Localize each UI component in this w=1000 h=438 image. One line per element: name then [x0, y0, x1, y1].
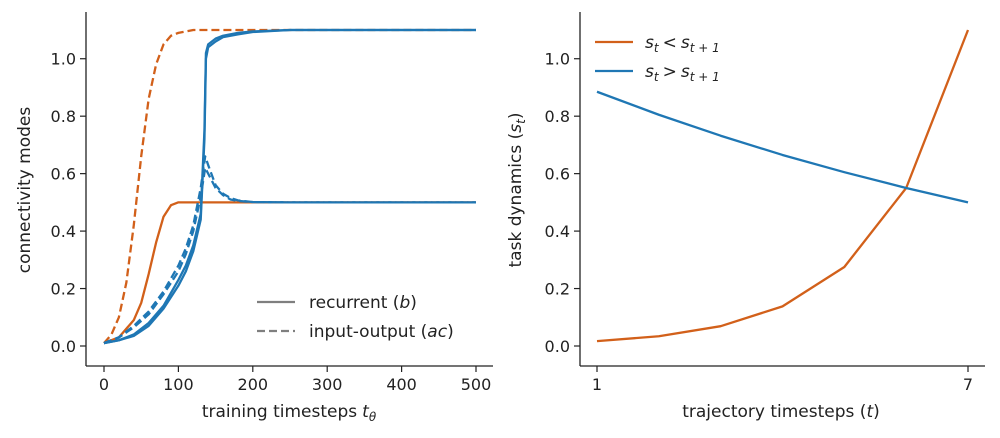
series-line-2 [103, 155, 476, 345]
y-tick-label: 0.8 [51, 107, 76, 126]
y-tick-label: 1.0 [51, 50, 76, 69]
x-tick-label: 100 [163, 375, 194, 394]
y-ticks: 0.0 0.2 0.4 0.6 0.8 1.0 [51, 50, 86, 356]
legend-label-recurrent: recurrent (b) [309, 293, 417, 313]
x-axis-label: training timesteps tθ [202, 402, 377, 424]
x-ticks: 0 100 200 300 400 500 [99, 366, 491, 394]
legend: st < st + 1 st > st + 1 [595, 33, 720, 84]
legend: recurrent (b) input-output (ac) [257, 293, 454, 342]
y-tick-label: 0.4 [545, 222, 570, 241]
y-axis-label: connectivity modes [15, 107, 35, 274]
x-tick-label: 500 [461, 375, 492, 394]
y-ticks: 0.0 0.2 0.4 0.6 0.8 1.0 [545, 50, 580, 356]
y-tick-label: 0.6 [51, 165, 76, 184]
x-tick-label: 300 [312, 375, 343, 394]
legend-label-decreasing: st > st + 1 [645, 62, 720, 84]
y-tick-label: 0.2 [51, 280, 76, 299]
y-tick-label: 0.0 [545, 337, 570, 356]
series-line-1 [596, 90, 969, 204]
y-tick-label: 1.0 [545, 50, 570, 69]
x-tick-label: 200 [238, 375, 269, 394]
x-tick-label: 1 [592, 375, 602, 394]
y-tick-label: 0.4 [51, 222, 76, 241]
x-tick-label: 400 [386, 375, 417, 394]
legend-label-increasing: st < st + 1 [645, 33, 720, 55]
legend-label-input-output: input-output (ac) [309, 322, 454, 342]
x-axis-label: trajectory timesteps (t) [682, 402, 880, 422]
panel-connectivity-plot-area [103, 28, 476, 345]
y-tick-label: 0.0 [51, 337, 76, 356]
y-tick-label: 0.8 [545, 107, 570, 126]
y-tick-label: 0.2 [545, 280, 570, 299]
panel-connectivity-modes: 0 100 200 300 400 500 0.0 0.2 0.4 0.6 0.8 1.0 trai… [15, 12, 493, 424]
series-line-3 [103, 166, 476, 345]
series-line-5 [103, 28, 476, 345]
y-tick-label: 0.6 [545, 165, 570, 184]
panel-task-plot-area [596, 29, 970, 343]
x-tick-label: 7 [963, 375, 973, 394]
y-axis-label: task dynamics (st) [506, 113, 528, 268]
x-tick-label: 0 [99, 375, 109, 394]
